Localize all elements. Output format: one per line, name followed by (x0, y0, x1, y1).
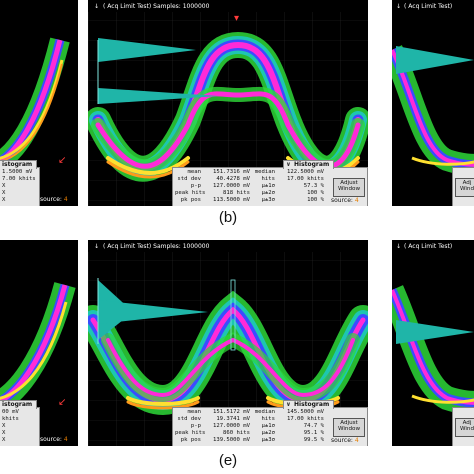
histogram-panel-right-bottom: Adj Wind (452, 407, 474, 446)
stat-label: mean (187, 169, 201, 175)
stat-label: µ±1σ (261, 423, 275, 429)
stat-value: 151.7316 mV (212, 169, 250, 175)
eye-diagram-right-bottom (392, 285, 474, 415)
histogram-bars-e (98, 280, 208, 340)
stat-label: p-p (190, 423, 201, 429)
chevron-down-icon: ∨ (286, 161, 291, 168)
stat-value: X (2, 183, 6, 189)
scope-title-e: ↓( Acq Limit Test) Samples: 1000000 (94, 243, 210, 250)
stat-value: X (2, 190, 6, 196)
stat-label: µ±2σ (261, 190, 275, 196)
stat-label: median (254, 409, 275, 415)
stat-value: 151.5172 mV (212, 409, 250, 415)
scope-title-right-bottom: ↓( Acq Limit Test) (396, 243, 453, 250)
histogram-tab-e[interactable]: ∨ Histogram (283, 400, 335, 409)
scope-right-bottom: ↓( Acq Limit Test) Adj Wind (392, 240, 474, 446)
stat-label: pk pos (180, 437, 201, 443)
caption-b: (b) (218, 209, 238, 226)
scope-title-b: ↓( Acq Limit Test) Samples: 1000000 (94, 3, 210, 10)
red-marker-icon: ↙ (58, 155, 67, 166)
stat-value: 127.0000 mV (212, 183, 250, 189)
source-readout: source: 4 (331, 197, 359, 204)
eye-diagram-left-bottom (0, 282, 76, 414)
adjust-window-button[interactable]: Adj Wind (455, 178, 474, 197)
stat-label: peak hits (175, 430, 206, 436)
eye-diagram-e (88, 252, 368, 446)
stat-value: 74.7 % (303, 423, 324, 429)
chevron-down-icon: ∨ (286, 401, 291, 408)
stat-label: std dev (177, 416, 201, 422)
histogram-panel-b: ∨ Histogram mean 151.7316 mV std dev 40.427… (172, 160, 368, 206)
eye-diagram-right-top (392, 45, 474, 176)
stat-label: µ±3σ (261, 197, 275, 203)
eye-diagram-left-top (0, 37, 70, 173)
stat-value: 00 mV (2, 409, 19, 415)
stat-value: 145.5000 mV (286, 409, 324, 415)
stat-label: p-p (190, 183, 201, 189)
stat-label: median (254, 169, 275, 175)
red-marker-icon: ↙ (58, 397, 67, 408)
stat-label: hits (261, 416, 275, 422)
stat-value: 100 % (307, 190, 324, 196)
histogram-tab-left-bottom[interactable]: istogram (0, 400, 38, 409)
stat-label: µ±1σ (261, 183, 275, 189)
stat-value: 7.00 khits (2, 176, 36, 182)
scope-left-bottom: ↙ istogram 00 mV khits X X X source: 4 (0, 240, 78, 446)
scope-title-right-top: ↓( Acq Limit Test) (396, 3, 453, 10)
scope-right-top: ↓( Acq Limit Test) Adj Wind (392, 0, 474, 206)
arrow-down-icon: ▾ (234, 13, 240, 24)
source-readout: source: 4 (40, 436, 68, 443)
stat-value: khits (2, 416, 19, 422)
adjust-window-button[interactable]: Adjust Window (333, 418, 365, 437)
stat-value: 122.5000 mV (286, 169, 324, 175)
histogram-tab-b[interactable]: ∨ Histogram (283, 160, 335, 169)
scope-left-top: ↙ istogram 1.5000 mV 7.00 khits X X X so… (0, 0, 78, 206)
source-readout: source: 4 (40, 196, 68, 203)
source-readout: source: 4 (331, 437, 359, 444)
stat-label: µ±2σ (261, 430, 275, 436)
stat-label: hits (261, 176, 275, 182)
stat-value: 113.5000 mV (212, 197, 250, 203)
stat-label: std dev (177, 176, 201, 182)
scope-e: ↓( Acq Limit Test) Samples: 1000000 ∨ His… (88, 240, 368, 446)
histogram-panel-right-top: Adj Wind (452, 167, 474, 206)
stat-value: X (2, 197, 6, 203)
stat-value: X (2, 437, 6, 443)
stat-value: 818 hits (223, 190, 250, 196)
scope-b: ↓( Acq Limit Test) Samples: 1000000 ▾ ∨ H… (88, 0, 368, 206)
stat-value: 860 hits (223, 430, 250, 436)
histogram-panel-left-bottom: istogram 00 mV khits X X X (0, 400, 40, 446)
stat-value: 1.5000 mV (2, 169, 33, 175)
stat-value: X (2, 423, 6, 429)
stat-label: peak hits (175, 190, 206, 196)
stat-label: pk pos (180, 197, 201, 203)
stat-value: 99.5 % (303, 437, 324, 443)
stat-label: mean (187, 409, 201, 415)
stat-value: 100 % (307, 197, 324, 203)
histogram-tab-left-top[interactable]: istogram (0, 160, 38, 169)
stat-value: 17.00 khits (286, 416, 324, 422)
stat-value: 127.0000 mV (212, 423, 250, 429)
caption-e: (e) (218, 452, 238, 469)
adjust-window-button[interactable]: Adjust Window (333, 178, 365, 197)
stat-value: 17.00 khits (286, 176, 324, 182)
stat-value: 19.3741 mV (216, 416, 250, 422)
stat-label: µ±3σ (261, 437, 275, 443)
histogram-panel-left-top: istogram 1.5000 mV 7.00 khits X X X (0, 160, 40, 206)
histogram-bars-b (98, 38, 218, 104)
adjust-window-button[interactable]: Adj Wind (455, 418, 474, 437)
stat-value: 40.4278 mV (216, 176, 250, 182)
stat-value: 139.5000 mV (212, 437, 250, 443)
stat-value: 95.1 % (303, 430, 324, 436)
stat-value: 57.3 % (303, 183, 324, 189)
stat-value: X (2, 430, 6, 436)
histogram-panel-e: ∨ Histogram mean 151.5172 mV std dev 19.374… (172, 400, 368, 446)
